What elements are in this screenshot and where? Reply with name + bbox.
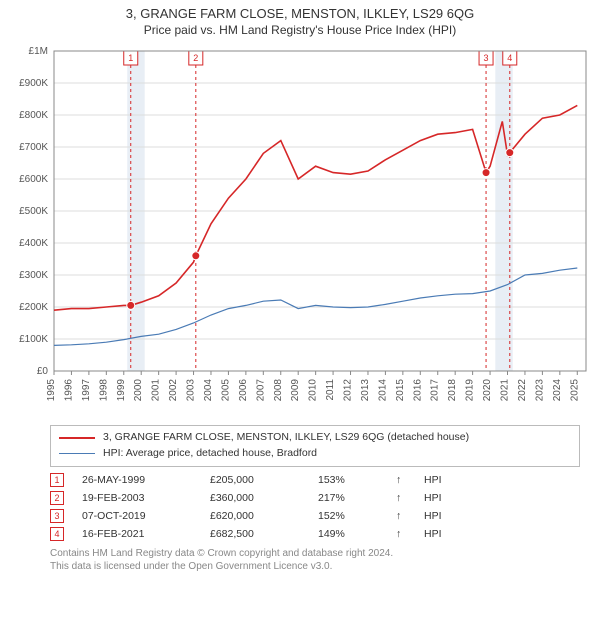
x-tick-label: 2002 xyxy=(168,379,179,402)
transaction-price: £682,500 xyxy=(210,528,300,540)
legend-item: 3, GRANGE FARM CLOSE, MENSTON, ILKLEY, L… xyxy=(59,430,571,446)
legend-label: HPI: Average price, detached house, Brad… xyxy=(103,446,317,462)
transaction-suffix: HPI xyxy=(424,474,442,486)
y-tick-label: £100K xyxy=(19,334,48,345)
transaction-row: 1 26-MAY-1999 £205,000 153% ↑ HPI xyxy=(50,471,580,489)
footer-line-2: This data is licensed under the Open Gov… xyxy=(50,560,580,573)
transaction-suffix: HPI xyxy=(424,492,442,504)
series-marker xyxy=(127,301,135,309)
x-tick-label: 1996 xyxy=(63,379,74,402)
y-tick-label: £1M xyxy=(29,46,48,57)
legend-item: HPI: Average price, detached house, Brad… xyxy=(59,446,571,462)
x-tick-label: 2010 xyxy=(308,379,319,402)
y-tick-label: £300K xyxy=(19,270,48,281)
x-tick-label: 2019 xyxy=(465,379,476,402)
x-tick-label: 2004 xyxy=(203,379,214,402)
x-tick-label: 2024 xyxy=(552,379,563,402)
legend-swatch xyxy=(59,453,95,454)
transaction-suffix: HPI xyxy=(424,510,442,522)
transaction-row: 2 19-FEB-2003 £360,000 217% ↑ HPI xyxy=(50,489,580,507)
x-tick-label: 2013 xyxy=(360,379,371,402)
x-tick-label: 2007 xyxy=(255,379,266,402)
x-tick-label: 1995 xyxy=(46,379,57,402)
x-tick-label: 2017 xyxy=(430,379,441,402)
x-tick-label: 2003 xyxy=(186,379,197,402)
event-flag-label: 4 xyxy=(507,53,512,63)
y-tick-label: £900K xyxy=(19,78,48,89)
chart-title-2: Price paid vs. HM Land Registry's House … xyxy=(0,23,600,37)
y-tick-label: £500K xyxy=(19,206,48,217)
event-flag-label: 3 xyxy=(484,53,489,63)
x-tick-label: 2011 xyxy=(325,379,336,401)
transaction-marker: 3 xyxy=(50,509,64,523)
arrow-up-icon: ↑ xyxy=(396,474,406,486)
chart-title-1: 3, GRANGE FARM CLOSE, MENSTON, ILKLEY, L… xyxy=(0,6,600,21)
event-flag-label: 1 xyxy=(128,53,133,63)
x-tick-label: 1997 xyxy=(81,379,92,402)
y-tick-label: £0 xyxy=(37,366,49,377)
x-tick-label: 2018 xyxy=(447,379,458,402)
y-tick-label: £800K xyxy=(19,110,48,121)
legend: 3, GRANGE FARM CLOSE, MENSTON, ILKLEY, L… xyxy=(50,425,580,467)
transaction-ratio: 149% xyxy=(318,528,378,540)
x-tick-label: 2008 xyxy=(273,379,284,402)
x-tick-label: 1998 xyxy=(98,379,109,402)
x-tick-label: 2025 xyxy=(569,379,580,402)
chart-area: £0 £100K £200K £300K £400K £500K £600K £700K £80… xyxy=(0,39,600,419)
transaction-price: £360,000 xyxy=(210,492,300,504)
y-tick-label: £200K xyxy=(19,302,48,313)
x-tick-label: 2001 xyxy=(151,379,162,402)
legend-swatch xyxy=(59,437,95,439)
x-tick-label: 2016 xyxy=(412,379,423,402)
transaction-row: 3 07-OCT-2019 £620,000 152% ↑ HPI xyxy=(50,507,580,525)
x-tick-label: 2009 xyxy=(290,379,301,402)
transaction-date: 16-FEB-2021 xyxy=(82,528,192,540)
x-tick-label: 2014 xyxy=(377,379,388,402)
transaction-date: 07-OCT-2019 xyxy=(82,510,192,522)
x-tick-label: 2006 xyxy=(238,379,249,402)
event-flag-label: 2 xyxy=(193,53,198,63)
transaction-suffix: HPI xyxy=(424,528,442,540)
transaction-marker: 4 xyxy=(50,527,64,541)
x-tick-label: 2021 xyxy=(500,379,511,402)
transactions-table: 1 26-MAY-1999 £205,000 153% ↑ HPI 2 19-FEB-2003… xyxy=(50,471,580,543)
transaction-ratio: 153% xyxy=(318,474,378,486)
arrow-up-icon: ↑ xyxy=(396,510,406,522)
transaction-row: 4 16-FEB-2021 £682,500 149% ↑ HPI xyxy=(50,525,580,543)
x-tick-label: 1999 xyxy=(116,379,127,402)
x-tick-label: 2015 xyxy=(395,379,406,402)
y-tick-label: £600K xyxy=(19,174,48,185)
arrow-up-icon: ↑ xyxy=(396,492,406,504)
series-marker xyxy=(482,169,490,177)
footer-attribution: Contains HM Land Registry data © Crown c… xyxy=(50,547,580,573)
x-tick-label: 2000 xyxy=(133,379,144,402)
x-tick-label: 2005 xyxy=(220,379,231,402)
transaction-price: £205,000 xyxy=(210,474,300,486)
transaction-ratio: 217% xyxy=(318,492,378,504)
x-tick-label: 2023 xyxy=(534,379,545,402)
footer-line-1: Contains HM Land Registry data © Crown c… xyxy=(50,547,580,560)
transaction-marker: 2 xyxy=(50,491,64,505)
transaction-date: 19-FEB-2003 xyxy=(82,492,192,504)
transaction-date: 26-MAY-1999 xyxy=(82,474,192,486)
transaction-marker: 1 xyxy=(50,473,64,487)
y-tick-label: £700K xyxy=(19,142,48,153)
chart-titles: 3, GRANGE FARM CLOSE, MENSTON, ILKLEY, L… xyxy=(0,0,600,39)
line-chart-svg: £0 £100K £200K £300K £400K £500K £600K £700K £80… xyxy=(0,39,600,419)
y-tick-label: £400K xyxy=(19,238,48,249)
x-tick-label: 2022 xyxy=(517,379,528,402)
transaction-ratio: 152% xyxy=(318,510,378,522)
arrow-up-icon: ↑ xyxy=(396,528,406,540)
legend-label: 3, GRANGE FARM CLOSE, MENSTON, ILKLEY, L… xyxy=(103,430,469,446)
x-tick-label: 2012 xyxy=(343,379,354,402)
series-marker xyxy=(192,252,200,260)
transaction-price: £620,000 xyxy=(210,510,300,522)
x-tick-label: 2020 xyxy=(482,379,493,402)
series-marker xyxy=(506,149,514,157)
